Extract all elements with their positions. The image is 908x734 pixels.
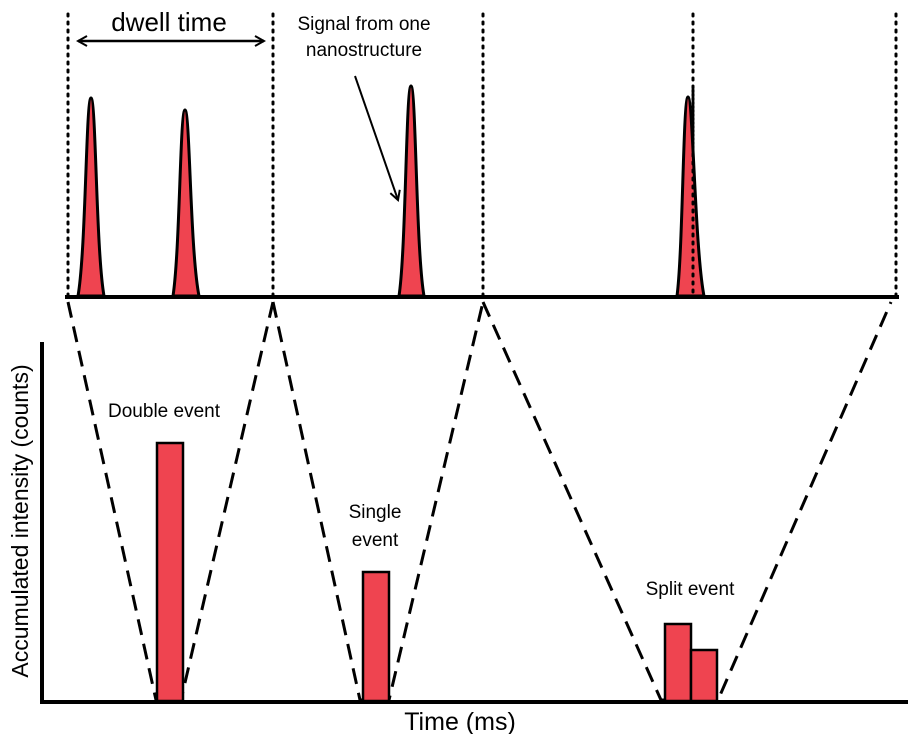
- single-event-label-line1: Single: [349, 502, 402, 523]
- signal-label-line2: nanostructure: [306, 40, 422, 61]
- signal-peak: [76, 96, 106, 298]
- double-event-bar: [155, 441, 185, 703]
- projection-cone: [66, 301, 275, 702]
- signal-pointer-arrow: [354, 75, 398, 200]
- y-axis-title: Accumulated intensity (counts): [7, 364, 33, 677]
- signal-peak: [171, 108, 201, 298]
- event-bars: [155, 441, 719, 703]
- projection-cone: [271, 301, 485, 702]
- dwell-time-label: dwell time: [111, 7, 227, 37]
- projection-lines: [66, 301, 893, 702]
- single-event-label-line2: event: [352, 530, 399, 551]
- split-event-bar: [689, 648, 719, 703]
- signal-label-line1: Signal from one: [297, 14, 430, 35]
- signal-peak: [397, 84, 426, 298]
- signal-peak: [675, 95, 706, 298]
- signal-peaks: [76, 84, 706, 298]
- x-axis-title: Time (ms): [404, 708, 516, 734]
- single-event-bar: [361, 570, 391, 703]
- split-event-bar: [663, 622, 693, 703]
- split-event-label: Split event: [646, 579, 735, 600]
- double-event-label: Double event: [108, 401, 221, 422]
